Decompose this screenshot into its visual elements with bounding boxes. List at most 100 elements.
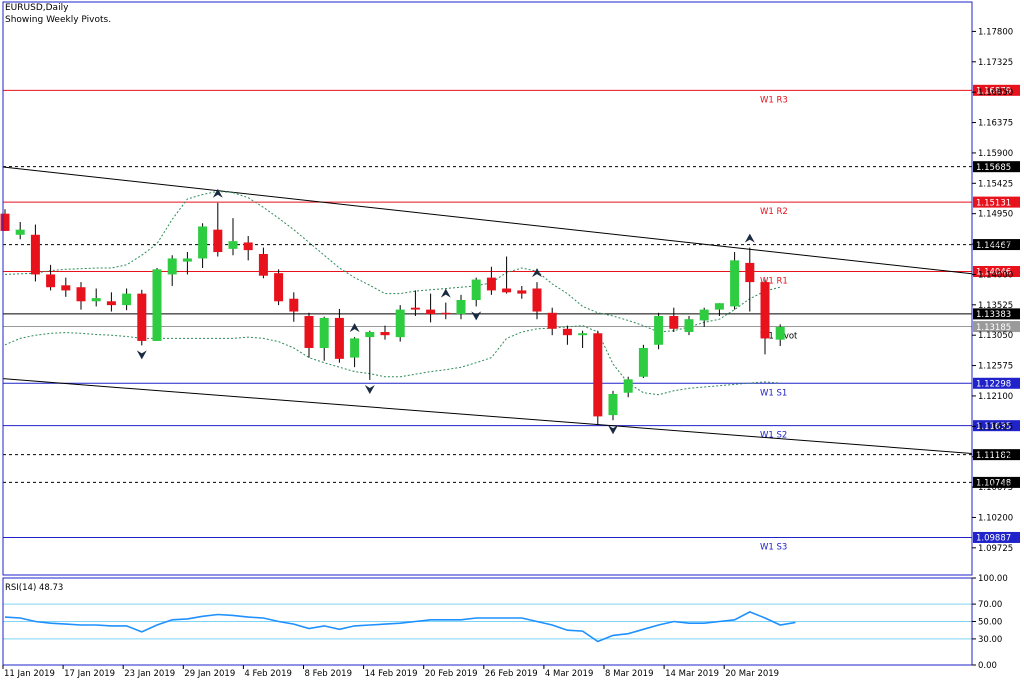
price-tick-label-17: 1.09725 — [978, 544, 1013, 554]
candle-body-20 — [304, 315, 314, 348]
fractal-up-1 — [212, 188, 223, 198]
time-tick-label-10: 8 Mar 2019 — [605, 669, 653, 679]
time-tick-label-5: 8 Feb 2019 — [305, 669, 353, 679]
candle-body-0 — [0, 213, 10, 231]
rsi-tick-label-2: 50.00 — [978, 618, 1002, 628]
level-value-9: 1.11182 — [976, 451, 1011, 461]
candle-body-30 — [456, 300, 466, 315]
fractal-up-8 — [744, 233, 755, 243]
candle-body-26 — [395, 309, 405, 338]
candle-body-40 — [608, 394, 618, 416]
candle-body-43 — [654, 315, 664, 345]
rsi-tick-label-4: 0.00 — [978, 661, 997, 671]
level-value-10: 1.10748 — [976, 479, 1011, 489]
candle-body-35 — [532, 288, 542, 312]
symbol-title: EURUSD,Daily — [5, 3, 69, 13]
level-value-1: 1.15685 — [976, 163, 1011, 173]
rsi-panel — [3, 603, 972, 643]
candle-body-46 — [699, 309, 709, 321]
candle-body-12 — [182, 258, 192, 262]
candle-body-39 — [593, 333, 603, 417]
price-tick-label-3: 1.16375 — [978, 119, 1013, 129]
level-label-8: W1 S2 — [760, 431, 787, 441]
time-tick-label-0: 11 Jan 2019 — [4, 669, 55, 679]
level-value-6: 1.13185 — [976, 323, 1011, 333]
fractal-up-4 — [440, 288, 451, 298]
candle-body-4 — [61, 285, 71, 291]
candle-body-21 — [319, 317, 329, 348]
time-tick-label-8: 26 Feb 2019 — [485, 669, 538, 679]
candle-body-19 — [289, 298, 299, 312]
price-tick-label-2: 1.16850 — [978, 88, 1013, 98]
level-value-7: 1.12298 — [976, 379, 1011, 389]
time-tick-label-11: 14 Mar 2019 — [665, 669, 719, 679]
price-tick-label-7: 1.14475 — [978, 240, 1013, 250]
price-tick-label-1: 1.17325 — [978, 58, 1013, 68]
fractal-markers — [136, 188, 755, 435]
fractal-down-7 — [608, 425, 618, 435]
level-value-2: 1.15131 — [976, 198, 1011, 208]
candle-body-18 — [274, 273, 284, 302]
candle-body-24 — [365, 331, 375, 338]
price-tick-label-5: 1.15425 — [978, 179, 1013, 189]
price-tick-label-15: 1.10675 — [978, 483, 1013, 493]
candle-body-2 — [30, 234, 40, 275]
rsi-tick-label-3: 30.00 — [978, 635, 1002, 645]
price-tick-label-9: 1.13525 — [978, 301, 1013, 311]
level-value-11: 1.09887 — [976, 534, 1011, 544]
trendline-0 — [2, 166, 973, 275]
rsi-tick-label-0: 100.00 — [978, 574, 1008, 584]
level-tag-7 — [973, 377, 1020, 389]
level-tag-1 — [973, 161, 1020, 173]
band-upper — [4, 190, 781, 333]
candle-body-5 — [76, 287, 86, 302]
candle-body-14 — [213, 229, 223, 253]
rsi-line — [4, 611, 796, 643]
candle-body-44 — [669, 315, 679, 329]
candle-body-50 — [760, 282, 770, 339]
fractal-up-6 — [532, 268, 542, 278]
candle-body-32 — [486, 277, 496, 291]
price-tick-label-4: 1.15900 — [978, 149, 1013, 159]
time-tick-label-7: 20 Feb 2019 — [425, 669, 478, 679]
candle-body-10 — [152, 269, 162, 341]
candle-body-48 — [730, 260, 740, 307]
candle-body-22 — [334, 317, 344, 359]
price-tick-label-14: 1.11150 — [978, 453, 1013, 463]
fractal-down-0 — [136, 350, 147, 360]
candle-body-47 — [714, 303, 724, 310]
candle-body-1 — [15, 229, 25, 235]
candle-body-36 — [547, 312, 557, 329]
candle-body-34 — [517, 290, 527, 294]
candle-body-17 — [258, 253, 268, 276]
candle-body-41 — [623, 379, 633, 393]
level-tag-6 — [973, 321, 1020, 333]
level-label-2: W1 R2 — [760, 207, 788, 217]
level-tag-10 — [973, 476, 1020, 488]
band-lower — [4, 325, 781, 396]
fractal-down-3 — [364, 384, 375, 394]
time-tick-label-2: 23 Jan 2019 — [124, 669, 175, 679]
price-tick-label-10: 1.13050 — [978, 331, 1013, 341]
candle-body-27 — [410, 307, 420, 310]
candles[interactable] — [0, 202, 785, 425]
price-tick-label-0: 1.17800 — [978, 27, 1013, 37]
price-tick-label-8: 1.14000 — [978, 270, 1013, 280]
fractal-up-2 — [349, 323, 360, 333]
level-tag-5 — [973, 308, 1020, 320]
time-axis: 11 Jan 2019 17 Jan 2019 23 Jan 2019 29 Jan … — [2, 665, 779, 679]
level-value-0: 1.16879 — [976, 87, 1011, 97]
level-label-4: W1 R1 — [760, 276, 788, 286]
envelope-bands — [4, 190, 781, 396]
candle-body-28 — [426, 309, 436, 315]
candle-body-11 — [167, 258, 177, 275]
candle-body-33 — [502, 288, 512, 293]
candle-body-9 — [137, 293, 147, 341]
candle-body-3 — [46, 274, 56, 288]
price-tick-label-11: 1.12575 — [978, 362, 1013, 372]
candle-body-15 — [228, 241, 238, 249]
candle-body-31 — [471, 279, 481, 301]
level-tag-11 — [973, 531, 1020, 543]
price-axis: 1.17800 1.17325 1.16850 1.16375 1.15900 1.154… — [972, 27, 1013, 671]
